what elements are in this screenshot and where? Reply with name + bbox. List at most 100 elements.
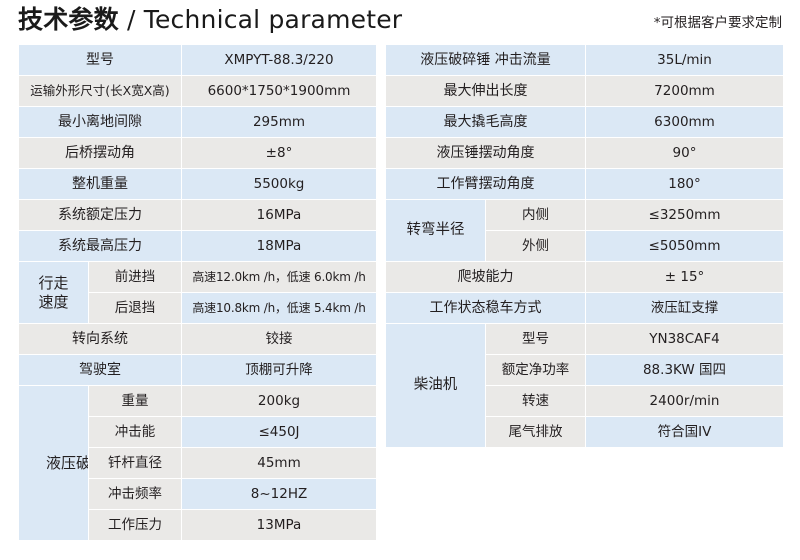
row-sublabel: 额定净功率: [486, 355, 586, 385]
row-sublabel: 冲击能: [89, 417, 181, 447]
group-label-text: 液压破碎锤: [46, 453, 88, 472]
row-label: 整机重量: [19, 169, 181, 199]
table-row: 系统最高压力 18MPa: [19, 231, 376, 261]
table-row: 冲击频率 8~12HZ: [19, 479, 376, 509]
row-value: 高速12.0km /h，低速 6.0km /h: [182, 262, 376, 292]
row-sublabel: 后退挡: [89, 293, 181, 323]
table-row: 工作压力 13MPa: [19, 510, 376, 540]
table-row: 最小离地间隙 295mm: [19, 107, 376, 137]
row-value: 180°: [586, 169, 784, 199]
row-label: 型号: [19, 45, 181, 75]
row-label: 系统额定压力: [19, 200, 181, 230]
row-label: 爬坡能力: [386, 262, 586, 292]
table-row: 驾驶室 顶棚可升降: [19, 355, 376, 385]
row-sublabel: 尾气排放: [486, 417, 586, 447]
row-label: 液压锤摆动角度: [386, 138, 586, 168]
customization-note: *可根据客户要求定制: [653, 15, 782, 31]
table-row: 转向系统 铰接: [19, 324, 376, 354]
page-title: 技术参数 / Technical parameter: [18, 3, 402, 37]
row-value: 16MPa: [182, 200, 376, 230]
row-sublabel: 冲击频率: [89, 479, 181, 509]
table-row: 柴油机 型号 YN38CAF4: [386, 324, 784, 447]
table-row: 整机重量 5500kg: [19, 169, 376, 199]
row-label: 系统最高压力: [19, 231, 181, 261]
row-sublabel: 外侧: [486, 231, 586, 261]
table-row: 行走 速度 前进挡 高速12.0km /h，低速 6.0km /h: [19, 262, 376, 323]
table-row: 尾气排放 符合国IV: [386, 417, 784, 447]
page-title-separator: /: [118, 5, 144, 34]
table-row: 最大伸出长度 7200mm: [386, 76, 784, 106]
row-sublabel: 型号: [486, 324, 586, 354]
row-label: 最大撬毛高度: [386, 107, 586, 137]
table-row: 转弯半径 内侧 ≤3250mm: [386, 200, 784, 261]
row-value: ≤5050mm: [586, 231, 784, 261]
row-value: 35L/min: [586, 45, 784, 75]
row-sublabel: 工作压力: [89, 510, 181, 540]
row-value: 高速10.8km /h，低速 5.4km /h: [182, 293, 376, 323]
row-value: 8~12HZ: [182, 479, 376, 509]
row-value: 7200mm: [586, 76, 784, 106]
row-label: 最大伸出长度: [386, 76, 586, 106]
row-value: ≤3250mm: [586, 200, 784, 230]
row-value: ±8°: [182, 138, 376, 168]
row-value: 18MPa: [182, 231, 376, 261]
group-label-line-1: 行走: [38, 273, 69, 292]
table-row: 系统额定压力 16MPa: [19, 200, 376, 230]
row-value: XMPYT-88.3/220: [182, 45, 376, 75]
table-row: 工作状态稳车方式 液压缸支撑: [386, 293, 784, 323]
table-row: 外侧 ≤5050mm: [386, 231, 784, 261]
row-value: ± 15°: [586, 262, 784, 292]
row-sublabel: 转速: [486, 386, 586, 416]
row-label: 驾驶室: [19, 355, 181, 385]
table-row: 工作臂摆动角度 180°: [386, 169, 784, 199]
page-title-cn: 技术参数: [18, 5, 119, 34]
row-sublabel: 钎杆直径: [89, 448, 181, 478]
row-value: 6300mm: [586, 107, 784, 137]
row-value: 液压缸支撑: [586, 293, 784, 323]
spec-table-left: 型号 XMPYT-88.3/220 运输外形尺寸(长X宽X高) 6600*175…: [18, 44, 377, 541]
table-row: 最大撬毛高度 6300mm: [386, 107, 784, 137]
row-label: 后桥摆动角: [19, 138, 181, 168]
row-value: 88.3KW 国四: [586, 355, 784, 385]
row-label: 最小离地间隙: [19, 107, 181, 137]
table-row: 钎杆直径 45mm: [19, 448, 376, 478]
row-value: 200kg: [182, 386, 376, 416]
page-title-en: Technical parameter: [143, 5, 403, 34]
table-row: 液压破碎锤 冲击流量 35L/min: [386, 45, 784, 75]
group-label-diesel-engine: 柴油机: [386, 324, 485, 447]
table-row: 额定净功率 88.3KW 国四: [386, 355, 784, 385]
row-value: 2400r/min: [586, 386, 784, 416]
group-label-line-2: 速度: [38, 292, 69, 311]
group-label-hydraulic-hammer: 液压破碎锤: [19, 386, 88, 540]
row-value: 5500kg: [182, 169, 376, 199]
table-row: 液压破碎锤 重量 200kg: [19, 386, 376, 540]
row-value: 符合国IV: [586, 417, 784, 447]
group-label-turning-radius: 转弯半径: [386, 200, 485, 261]
table-row: 后桥摆动角 ±8°: [19, 138, 376, 168]
table-row: 型号 XMPYT-88.3/220: [19, 45, 376, 75]
page-header: 技术参数 / Technical parameter *可根据客户要求定制: [0, 0, 800, 44]
table-row: 液压锤摆动角度 90°: [386, 138, 784, 168]
row-label: 转向系统: [19, 324, 181, 354]
spec-table-right: 液压破碎锤 冲击流量 35L/min 最大伸出长度 7200mm 最大撬毛高度 …: [385, 44, 784, 448]
group-label-travel-speed: 行走 速度: [19, 262, 88, 323]
row-sublabel: 内侧: [486, 200, 586, 230]
row-value: 铰接: [182, 324, 376, 354]
row-value: 45mm: [182, 448, 376, 478]
table-row: 后退挡 高速10.8km /h，低速 5.4km /h: [19, 293, 376, 323]
row-label: 运输外形尺寸(长X宽X高): [19, 76, 181, 106]
row-label: 液压破碎锤 冲击流量: [386, 45, 586, 75]
table-row: 运输外形尺寸(长X宽X高) 6600*1750*1900mm: [19, 76, 376, 106]
row-label: 工作臂摆动角度: [386, 169, 586, 199]
row-value: 顶棚可升降: [182, 355, 376, 385]
row-value: 90°: [586, 138, 784, 168]
table-row: 转速 2400r/min: [386, 386, 784, 416]
row-value: 13MPa: [182, 510, 376, 540]
table-row: 爬坡能力 ± 15°: [386, 262, 784, 292]
row-value: 295mm: [182, 107, 376, 137]
table-row: 冲击能 ≤450J: [19, 417, 376, 447]
row-label: 工作状态稳车方式: [386, 293, 586, 323]
row-value: 6600*1750*1900mm: [182, 76, 376, 106]
row-value: YN38CAF4: [586, 324, 784, 354]
row-value: ≤450J: [182, 417, 376, 447]
